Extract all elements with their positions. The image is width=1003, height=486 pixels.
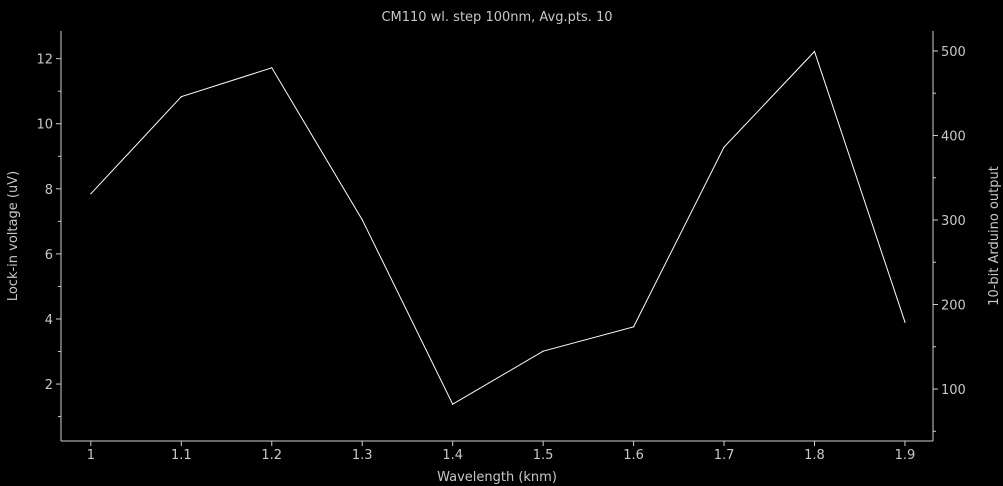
x-tick-label: 1.4 bbox=[442, 448, 463, 463]
x-tick-label: 1.2 bbox=[261, 448, 282, 463]
y-tick-label: 2 bbox=[45, 378, 53, 393]
y-tick-label: 6 bbox=[45, 248, 53, 263]
y-tick-label: 12 bbox=[36, 53, 53, 68]
data-point bbox=[180, 96, 182, 98]
x-tick-label: 1.1 bbox=[171, 448, 192, 463]
y-tick-label: 8 bbox=[45, 183, 53, 198]
data-point bbox=[542, 350, 544, 352]
x-tick-label: 1.3 bbox=[352, 448, 373, 463]
y2-tick-label: 100 bbox=[941, 383, 966, 398]
y2-tick-label: 400 bbox=[941, 129, 966, 144]
data-point bbox=[271, 67, 273, 69]
y2-tick-label: 300 bbox=[941, 214, 966, 229]
data-point bbox=[813, 50, 816, 53]
y-tick-label: 4 bbox=[45, 313, 53, 328]
data-point bbox=[90, 193, 92, 195]
axes bbox=[60, 31, 934, 442]
x-tick-label: 1.8 bbox=[804, 448, 825, 463]
chart-title: CM110 wl. step 100nm, Avg.pts. 10 bbox=[381, 10, 612, 25]
series-line bbox=[90, 50, 906, 405]
x-tick-label: 1.5 bbox=[533, 448, 554, 463]
x-tick-label: 1.7 bbox=[714, 448, 735, 463]
data-point bbox=[904, 321, 906, 323]
data-point bbox=[632, 326, 635, 328]
x-tick-label: 1 bbox=[87, 448, 95, 463]
x-axis-label: Wavelength (knm) bbox=[437, 470, 557, 485]
ticks: 1 1.1 1.2 1.3 1.4 1.5 1.6 1.7 1.8 1.9 2 4 6 8 10 12 100 2… bbox=[36, 45, 965, 463]
data-point bbox=[452, 403, 454, 405]
y-axis-label: Lock-in voltage (uV) bbox=[6, 171, 21, 301]
x-tick-label: 1.9 bbox=[895, 448, 916, 463]
y2-axis-label: 10-bit Arduino output bbox=[987, 166, 1002, 306]
y2-tick-label: 200 bbox=[941, 299, 966, 314]
series bbox=[90, 50, 906, 405]
data-point bbox=[361, 219, 363, 221]
y2-tick-label: 500 bbox=[941, 45, 966, 60]
data-point bbox=[723, 146, 725, 148]
y-tick-label: 10 bbox=[36, 118, 53, 133]
x-tick-label: 1.6 bbox=[623, 448, 644, 463]
